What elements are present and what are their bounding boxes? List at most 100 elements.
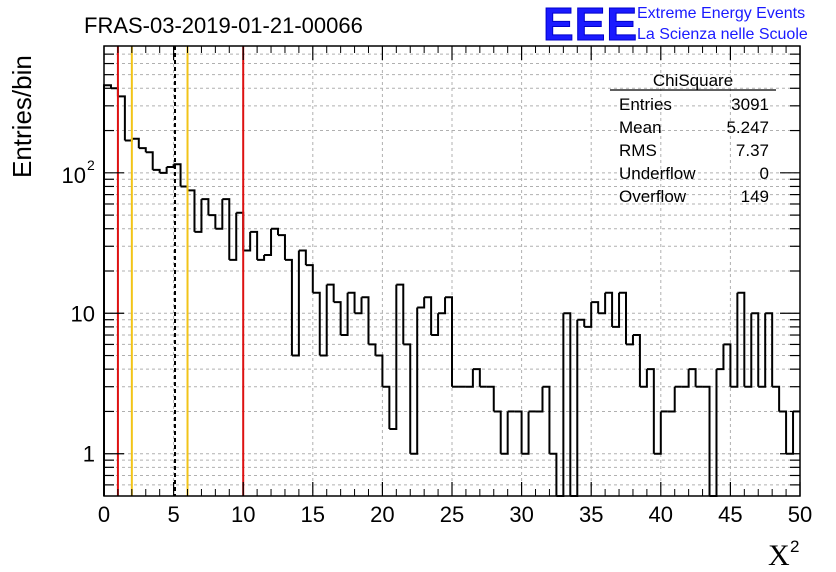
histogram-bin: [445, 296, 453, 387]
eee-logo-line1: Extreme Energy Events: [637, 5, 805, 22]
histogram-bin: [577, 318, 586, 327]
histogram-bin: [187, 189, 196, 232]
x-axis-label-superscript: 2: [790, 537, 799, 556]
histogram-bin: [744, 313, 753, 388]
histogram-bin: [681, 369, 690, 388]
histogram-bin: [472, 368, 481, 387]
histogram-bin: [278, 234, 286, 260]
histogram-bin: [779, 410, 788, 454]
histogram-bin: [319, 284, 328, 357]
stats-box: ChiSquare Entries 3091 Mean 5.247 RMS 7.37 Und…: [610, 71, 776, 206]
histogram-bin: [215, 199, 224, 230]
x-tick-label: 40: [649, 502, 673, 527]
histogram-bin: [117, 95, 126, 141]
histogram-bin: [284, 258, 293, 356]
histogram-bin: [159, 167, 168, 174]
x-tick-label: 20: [370, 502, 394, 527]
histogram-bin: [403, 343, 412, 454]
histogram-bin: [521, 411, 530, 455]
histogram-bin: [291, 250, 300, 357]
histogram-bin: [646, 368, 655, 454]
histogram-bin: [417, 297, 426, 309]
histogram-bin: [180, 185, 189, 191]
stats-row-label: RMS: [619, 141, 657, 160]
x-tick-label: 15: [301, 502, 325, 527]
histogram-bin: [598, 292, 607, 315]
histogram-bin: [131, 137, 140, 149]
histogram-bin: [465, 369, 474, 388]
x-tick-label: 35: [579, 502, 603, 527]
histogram-bin: [556, 313, 565, 497]
stats-title: ChiSquare: [653, 71, 733, 90]
histogram-bin: [605, 291, 614, 327]
histogram-bin: [751, 312, 760, 387]
histogram-bin: [765, 312, 774, 387]
histogram-bin: [389, 284, 398, 430]
stats-row-value: 0: [760, 164, 769, 183]
histogram-bin: [612, 292, 621, 328]
histogram-bin: [758, 313, 767, 388]
x-tick-label: 10: [231, 502, 255, 527]
histogram-bin: [500, 411, 509, 455]
histogram-bin: [667, 386, 676, 413]
histogram-bin: [347, 291, 356, 314]
eee-logo: EEE Extreme Energy Events La Scienza nel…: [543, 0, 808, 51]
histogram-bin: [688, 368, 697, 387]
histogram-bin: [632, 334, 641, 387]
histogram-bin: [201, 198, 210, 216]
stats-row-label: Overflow: [619, 187, 687, 206]
histogram-bin: [786, 411, 795, 455]
histogram-bin: [410, 307, 419, 455]
x-tick-label: 25: [440, 502, 464, 527]
cut-lines: [116, 46, 245, 496]
histogram-bin: [709, 369, 718, 497]
histogram-bin: [584, 302, 593, 328]
histogram-bin: [264, 228, 273, 256]
histogram-bin: [549, 452, 558, 496]
histogram-bin: [514, 410, 523, 454]
histogram-bin: [298, 249, 307, 266]
y-axis-label: Entries/bin: [7, 55, 37, 178]
histogram-bin: [208, 214, 217, 229]
histogram-bin: [563, 312, 572, 496]
stats-row-value: 5.247: [726, 118, 769, 137]
stats-row-value: 149: [741, 187, 769, 206]
histogram-bin: [138, 147, 147, 153]
x-tick-label: 0: [98, 502, 110, 527]
stats-row-value: 3091: [731, 95, 769, 114]
histogram-bin: [229, 212, 238, 261]
y-tick-label: 10: [62, 163, 86, 188]
histogram-bin: [194, 199, 203, 233]
x-tick-labels: 0 5 10 15 20 25 30 35 40 45 50: [98, 502, 812, 527]
histogram-bin: [368, 343, 377, 356]
histogram-bin: [354, 297, 363, 315]
x-tick-label: 30: [509, 502, 533, 527]
y-tick-label: 1: [83, 442, 95, 467]
x-tick-label: 50: [788, 502, 812, 527]
histogram-bin: [716, 344, 725, 371]
histogram-bin: [110, 87, 119, 97]
histogram-bin: [173, 163, 182, 187]
histogram-bin: [257, 254, 266, 261]
histogram-bin: [653, 411, 662, 455]
chart-title: FRAS-03-2019-01-21-00066: [84, 13, 363, 38]
histogram-bin: [243, 231, 252, 252]
histogram-bin: [236, 211, 245, 251]
histogram-bin: [340, 292, 349, 337]
stats-row-label: Entries: [619, 95, 672, 114]
histogram-bin: [124, 138, 133, 142]
eee-logo-mark: EEE: [543, 0, 638, 50]
axis-ticks: [103, 46, 801, 496]
y-tick-label-exponent: 2: [87, 157, 95, 173]
histogram-bin: [333, 301, 342, 336]
histogram-bin: [626, 335, 634, 346]
x-axis-label-base: X: [768, 539, 790, 572]
histogram-bin: [375, 354, 384, 387]
histogram-bin: [396, 283, 405, 345]
x-tick-label: 5: [167, 502, 179, 527]
stats-row-value: 7.37: [736, 141, 769, 160]
histogram-bin: [493, 410, 502, 454]
histogram-bin: [250, 230, 259, 260]
histogram-bin: [737, 291, 746, 387]
